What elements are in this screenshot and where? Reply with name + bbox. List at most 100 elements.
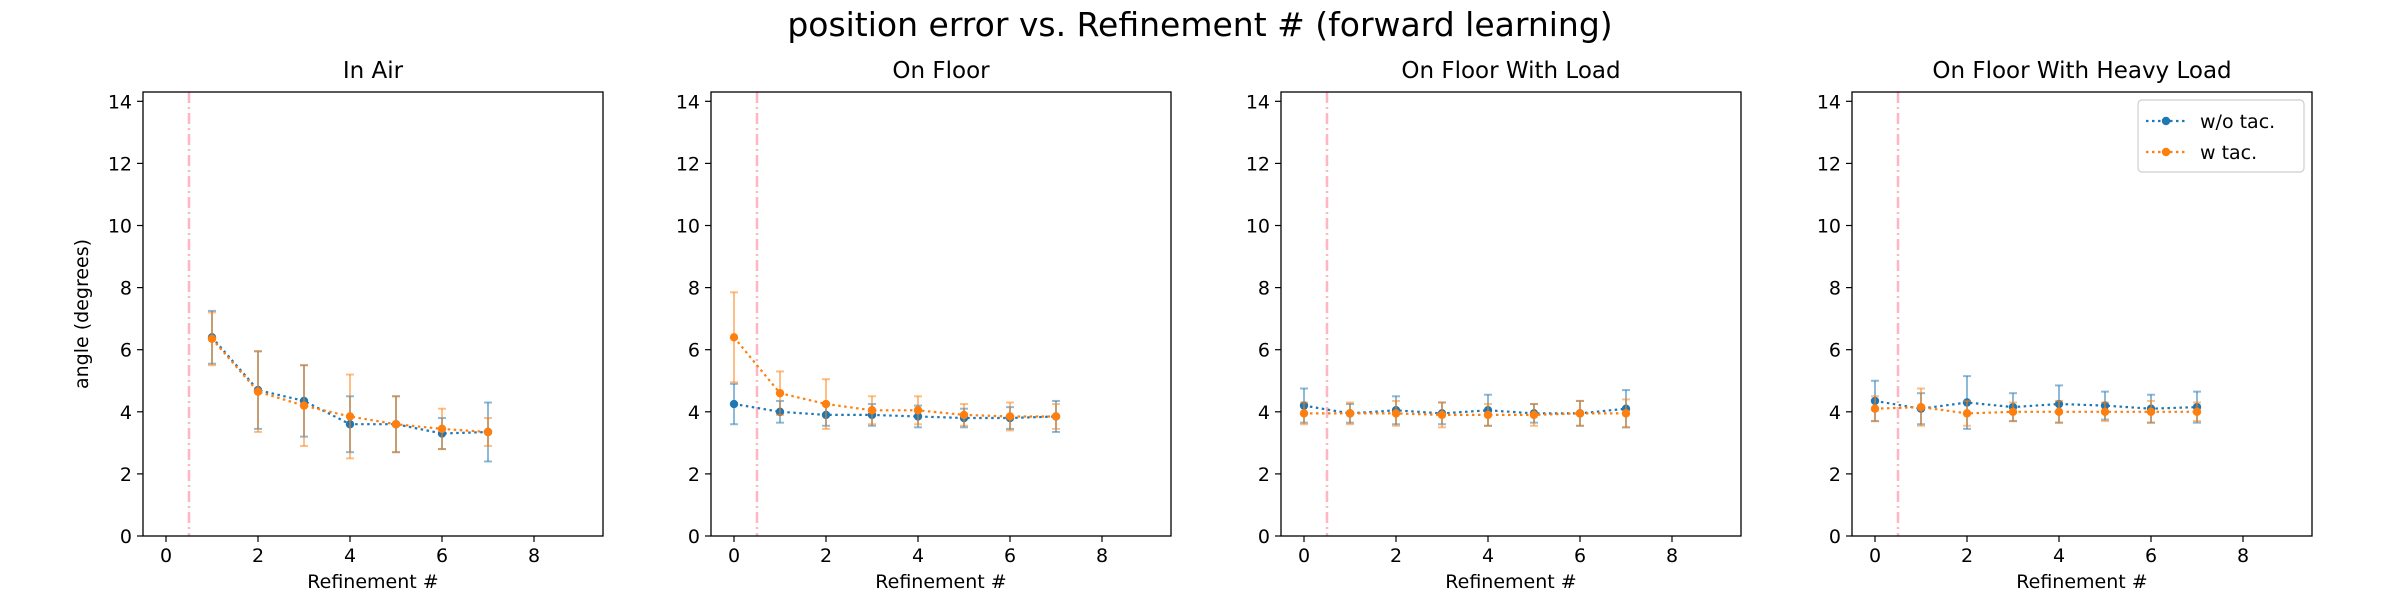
data-point [1051, 412, 1061, 421]
data-point [207, 334, 217, 344]
series-line [733, 402, 1057, 420]
y-tick-label: 14 [108, 91, 132, 113]
subplot-3: On Floor With Load 0 2 4 6 8 0 2 4 6 8 10 12 14 Refine… [1246, 58, 1742, 593]
x-tick-label: 0 [160, 545, 172, 567]
plot-frame [710, 91, 1172, 537]
plot-frame [1851, 91, 2313, 537]
y-tick-label: 14 [1246, 91, 1270, 113]
y-tick-label: 12 [1246, 153, 1270, 175]
y-tick-label: 4 [1258, 402, 1270, 424]
x-axis-label: Refinement # [1445, 571, 1576, 593]
x-tick-label: 6 [1004, 545, 1016, 567]
y-tick-label: 12 [1817, 153, 1841, 175]
data-point [391, 420, 401, 429]
data-point [1962, 409, 1972, 418]
y-tick-label: 14 [676, 91, 700, 113]
x-tick-label: 8 [528, 545, 540, 567]
data-point [1299, 409, 1309, 418]
y-tick-label: 4 [688, 402, 700, 424]
x-tick-label: 8 [2237, 545, 2249, 567]
y-tick-label: 0 [1258, 526, 1270, 548]
series-line [733, 336, 1056, 418]
legend-label: w tac. [2200, 142, 2257, 164]
data-point [299, 401, 309, 410]
data-point [729, 333, 739, 342]
x-tick-label: 4 [1482, 545, 1494, 567]
data-point [2100, 407, 2110, 417]
legend-marker [2161, 116, 2171, 126]
subplots: In Air 0 2 4 6 8 0 2 4 6 8 10 12 14 Refinement # angle … [71, 58, 2313, 593]
y-tick-label: 8 [120, 278, 132, 300]
data-point [1621, 409, 1631, 418]
y-tick-label: 2 [120, 464, 132, 486]
data-point [821, 399, 831, 409]
series-line [1303, 404, 1627, 415]
data-point [1870, 404, 1880, 413]
data-point [1437, 410, 1447, 420]
y-tick-label: 8 [688, 278, 700, 300]
x-axis-label: Refinement # [2016, 571, 2147, 593]
data-point [345, 412, 355, 421]
y-tick-label: 4 [120, 402, 132, 424]
x-tick-label: 6 [2145, 545, 2157, 567]
data-point [867, 406, 877, 415]
data-point [1391, 409, 1401, 418]
x-tick-label: 2 [1961, 545, 1973, 567]
data-point [1575, 409, 1585, 418]
x-tick-label: 4 [2053, 545, 2065, 567]
y-tick-label: 10 [1246, 216, 1270, 238]
data-point [1529, 410, 1539, 420]
y-tick-label: 4 [1829, 402, 1841, 424]
data-point [1483, 410, 1493, 420]
y-tick-label: 0 [1829, 526, 1841, 548]
y-tick-label: 8 [1258, 278, 1270, 300]
x-tick-label: 8 [1096, 545, 1108, 567]
series-w-tac [729, 291, 1061, 432]
y-tick-label: 12 [108, 153, 132, 175]
y-tick-label: 10 [1817, 216, 1841, 238]
data-point [2146, 407, 2156, 417]
data-point [2054, 407, 2064, 417]
subplot-2: On Floor 0 2 4 6 8 0 2 4 6 8 10 12 14 Refinement # [676, 58, 1172, 593]
data-point [729, 399, 739, 409]
subplot-title: On Floor With Heavy Load [1932, 58, 2231, 84]
x-tick-label: 0 [1869, 545, 1881, 567]
y-tick-label: 14 [1817, 91, 1841, 113]
x-tick-label: 2 [820, 545, 832, 567]
y-tick-label: 2 [688, 464, 700, 486]
series-w-tac [1870, 387, 2202, 427]
y-tick-label: 2 [1258, 464, 1270, 486]
legend: w/o tac. w tac. [2137, 99, 2305, 173]
x-tick-label: 0 [728, 545, 740, 567]
x-tick-label: 0 [1298, 545, 1310, 567]
y-tick-label: 2 [1829, 464, 1841, 486]
y-tick-label: 12 [676, 153, 700, 175]
series-w-tac [1299, 398, 1631, 429]
figure-suptitle: position error vs. Refinement # (forward… [787, 5, 1612, 44]
y-tick-label: 8 [1829, 278, 1841, 300]
x-tick-label: 4 [912, 545, 924, 567]
data-point [1345, 409, 1355, 418]
data-point [1005, 412, 1015, 421]
data-point [253, 387, 263, 396]
y-tick-label: 0 [120, 526, 132, 548]
x-axis-label: Refinement # [307, 571, 438, 593]
legend-label: w/o tac. [2200, 111, 2275, 133]
y-tick-label: 6 [120, 340, 132, 362]
y-tick-label: 6 [1829, 340, 1841, 362]
x-axis-label: Refinement # [875, 571, 1006, 593]
data-point [959, 410, 969, 420]
data-point [913, 406, 923, 415]
subplot-title: On Floor [892, 58, 990, 84]
y-tick-label: 10 [676, 216, 700, 238]
plot-frame [142, 91, 604, 537]
plot-frame [1280, 91, 1742, 537]
y-tick-label: 0 [688, 526, 700, 548]
data-point [437, 424, 447, 434]
y-tick-label: 10 [108, 216, 132, 238]
data-point [483, 427, 493, 437]
x-tick-label: 6 [436, 545, 448, 567]
data-point [2192, 407, 2202, 417]
legend-box [2137, 99, 2305, 173]
